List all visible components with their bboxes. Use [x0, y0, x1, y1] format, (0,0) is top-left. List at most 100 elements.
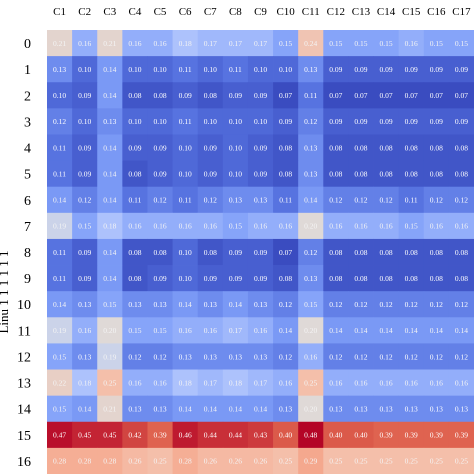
cell-value-label: 0.16	[128, 378, 141, 387]
heatmap-cell	[298, 447, 324, 474]
cell-value-label: 0.16	[254, 326, 267, 335]
heatmap-cell	[72, 369, 98, 397]
cell-value-label: 0.09	[254, 143, 267, 152]
heatmap-cell	[348, 369, 374, 397]
cell-value-label: 0.15	[78, 222, 91, 231]
cell-value-label: 0.15	[430, 39, 443, 48]
heatmap-cell	[247, 265, 274, 292]
heatmap-cell	[197, 291, 224, 318]
heatmap-cell	[122, 317, 148, 344]
heatmap-cell	[47, 108, 73, 135]
cell-value-label: 0.08	[128, 91, 141, 100]
cell-value-label: 0.16	[179, 326, 192, 335]
heatmap-cell	[222, 395, 249, 423]
heatmap-cell	[197, 421, 224, 449]
heatmap-cell	[423, 108, 450, 135]
heatmap-cell	[122, 238, 148, 266]
heatmap-cell	[298, 212, 324, 240]
heatmap-cell	[97, 265, 123, 292]
heatmap-cell	[247, 317, 274, 344]
cell-value-label: 0.08	[128, 169, 141, 178]
heatmap-cell	[72, 160, 98, 188]
heatmap-cell	[448, 343, 474, 370]
y-tick-label: 0	[24, 37, 31, 52]
heatmap-cell	[323, 186, 349, 214]
heatmap-cell	[47, 317, 73, 344]
cell-value-label: 0.12	[279, 300, 292, 309]
cell-value-label: 0.14	[354, 326, 367, 335]
cell-value-label: 0.12	[405, 352, 418, 361]
heatmap-cell	[197, 134, 224, 161]
heatmap-cell	[97, 343, 123, 370]
x-tick-label: C15	[402, 6, 421, 18]
heatmap-cell	[348, 160, 374, 188]
heatmap-cell	[423, 447, 450, 474]
heatmap-cell	[247, 82, 274, 109]
heatmap-cell	[323, 212, 349, 240]
heatmap-cell	[222, 30, 249, 57]
cell-value-label: 0.09	[254, 274, 267, 283]
heatmap-cell	[423, 212, 450, 240]
cell-value-label: 0.44	[229, 431, 242, 440]
heatmap-cell	[97, 447, 123, 474]
cell-value-label: 0.13	[279, 405, 292, 414]
cell-value-label: 0.10	[179, 248, 192, 257]
cell-value-label: 0.11	[279, 196, 292, 205]
heatmap-cell	[398, 108, 425, 135]
cell-value-label: 0.09	[153, 143, 166, 152]
cell-value-label: 0.07	[380, 91, 393, 100]
y-tick-label: 11	[18, 324, 31, 339]
cell-value-label: 0.08	[405, 248, 418, 257]
heatmap-cell	[423, 30, 450, 57]
heatmap-cell	[122, 160, 148, 188]
cell-value-label: 0.09	[229, 91, 242, 100]
heatmap-cell	[222, 160, 249, 188]
heatmap-cell	[398, 395, 425, 423]
cell-value-label: 0.14	[103, 169, 116, 178]
cell-value-label: 0.12	[128, 352, 141, 361]
heatmap-cell	[222, 212, 249, 240]
cell-value-label: 0.13	[229, 352, 242, 361]
cell-value-label: 0.15	[405, 222, 418, 231]
cell-value-label: 0.08	[329, 274, 342, 283]
cell-value-label: 0.08	[405, 274, 418, 283]
heatmap-cell	[323, 30, 349, 57]
cell-value-label: 0.16	[204, 326, 217, 335]
heatmap-cell	[423, 186, 450, 214]
heatmap-cell	[147, 238, 173, 266]
cell-value-label: 0.16	[405, 39, 418, 48]
cell-value-label: 0.13	[405, 405, 418, 414]
cell-value-label: 0.10	[128, 117, 141, 126]
heatmap-cell	[273, 108, 299, 135]
heatmap-cell	[348, 108, 374, 135]
cell-value-label: 0.13	[304, 169, 317, 178]
heatmap-cell	[398, 238, 425, 266]
cell-value-label: 0.10	[128, 65, 141, 74]
heatmap-cell	[122, 212, 148, 240]
heatmap-cell	[147, 108, 173, 135]
cell-value-label: 0.17	[254, 378, 267, 387]
cell-value-label: 0.13	[128, 405, 141, 414]
cell-value-label: 0.16	[430, 378, 443, 387]
cell-value-label: 0.09	[430, 65, 443, 74]
heatmap-cell	[147, 369, 173, 397]
heatmap-cell	[47, 447, 73, 474]
cell-value-label: 0.10	[78, 117, 91, 126]
cell-value-label: 0.08	[430, 274, 443, 283]
heatmap-cell	[247, 160, 274, 188]
heatmap-cell	[398, 56, 425, 83]
x-tick-label: C9	[254, 6, 267, 18]
heatmap-cell	[273, 421, 299, 449]
heatmap-cell	[398, 82, 425, 109]
cell-value-label: 0.12	[354, 300, 367, 309]
heatmap-cell	[398, 265, 425, 292]
cell-value-label: 0.10	[53, 91, 66, 100]
heatmap-cell	[398, 186, 425, 214]
cell-value-label: 0.18	[229, 378, 242, 387]
x-tick-label: C2	[78, 6, 91, 18]
cell-value-label: 0.15	[329, 39, 342, 48]
heatmap-cell	[197, 186, 224, 214]
heatmap-cell	[448, 369, 474, 397]
